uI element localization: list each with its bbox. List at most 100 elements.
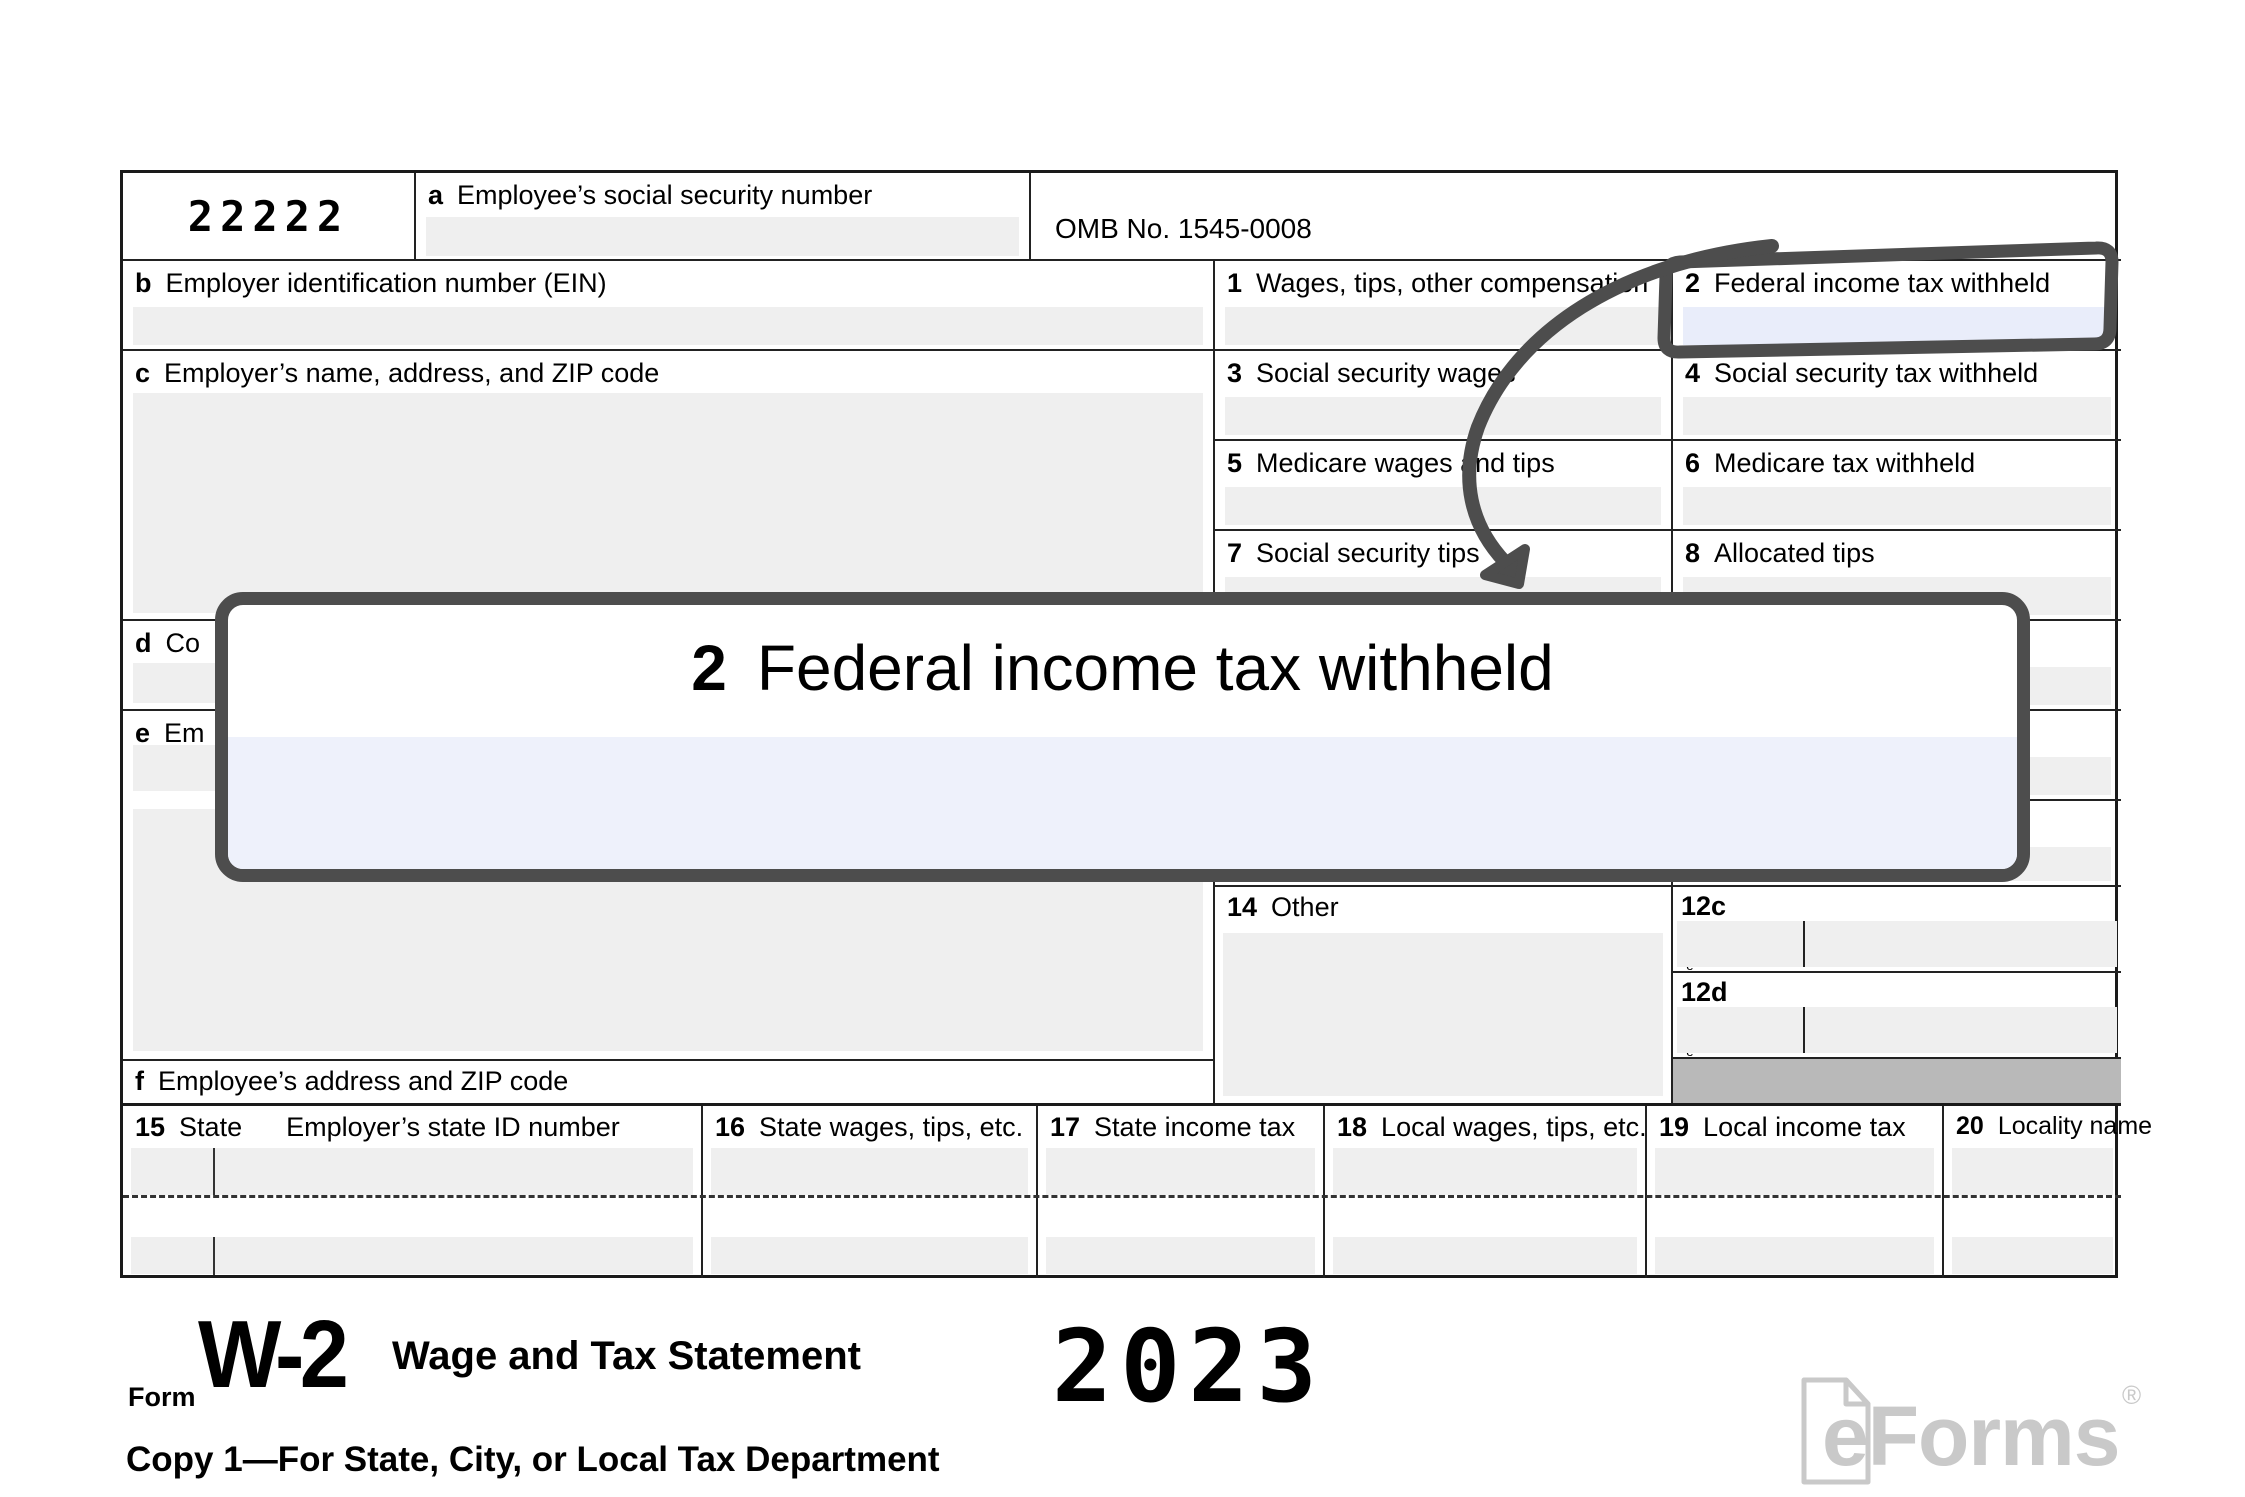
- tax-year: 2023: [1052, 1308, 1325, 1425]
- box-14-number: 14: [1227, 892, 1258, 922]
- box-b-label: Employer identification number (EIN): [165, 268, 607, 298]
- box-12d-value-field[interactable]: [1677, 1007, 2117, 1053]
- box-12d-code-divider: [1803, 1007, 1805, 1053]
- box-15-field-row2[interactable]: [131, 1237, 693, 1274]
- box-3-value-field[interactable]: [1225, 397, 1661, 435]
- box-16-field-row1[interactable]: [711, 1148, 1028, 1195]
- box-c-value-field[interactable]: [133, 393, 1203, 613]
- box-19-field-row1[interactable]: [1655, 1148, 1934, 1195]
- box-3-number: 3: [1227, 358, 1243, 388]
- box-20-field-row1[interactable]: [1952, 1148, 2113, 1195]
- box-4-label: Social security tax withheld: [1714, 358, 2039, 388]
- box-17-field-row1[interactable]: [1046, 1148, 1315, 1195]
- box-15-field-row1[interactable]: [131, 1148, 693, 1195]
- box-7-label: Social security tips: [1256, 538, 1480, 568]
- box-c-letter: c: [135, 358, 151, 388]
- box-f-label: Employee’s address and ZIP code: [158, 1066, 569, 1096]
- box-14-label: Other: [1271, 892, 1339, 922]
- box-6-number: 6: [1685, 448, 1701, 478]
- control-number-box: 22222: [123, 173, 416, 261]
- box-12d-number: 12d: [1681, 977, 1728, 1007]
- box-b-letter: b: [135, 268, 152, 298]
- box-16-field-row2[interactable]: [711, 1237, 1028, 1274]
- box-5-number: 5: [1227, 448, 1243, 478]
- registered-mark: ®: [2122, 1380, 2142, 1410]
- box-19-label: Local income tax: [1703, 1112, 1906, 1142]
- box-17: 17 State income tax: [1038, 1106, 1325, 1278]
- callout-text: 2 Federal income tax withheld: [228, 631, 2017, 705]
- box-20-field-row2[interactable]: [1952, 1237, 2113, 1274]
- box-2-value-field[interactable]: [1683, 307, 2111, 345]
- box-b: b Employer identification number (EIN): [123, 261, 1215, 351]
- box-f: f Employee’s address and ZIP code: [123, 1061, 1215, 1106]
- box-19: 19 Local income tax: [1647, 1106, 1944, 1278]
- box-12c-number: 12c: [1681, 891, 1727, 921]
- box-d-letter: d: [135, 628, 152, 658]
- box-c-label: Employer’s name, address, and ZIP code: [164, 358, 660, 388]
- omb-cell: OMB No. 1545-0008: [1031, 173, 2121, 261]
- box-16: 16 State wages, tips, etc.: [703, 1106, 1038, 1278]
- control-number: 22222: [187, 191, 350, 241]
- box-20-label: Locality name: [1997, 1112, 2153, 1140]
- box-19-number: 19: [1659, 1112, 1690, 1142]
- box-16-label: State wages, tips, etc.: [759, 1112, 1024, 1142]
- dashed-row-divider: [123, 1195, 2121, 1198]
- eforms-document-icon: [1801, 1377, 1871, 1485]
- box-12d: 12d Code: [1673, 973, 2121, 1059]
- box-20: 20 Locality name: [1944, 1106, 2152, 1278]
- box-17-field-row2[interactable]: [1046, 1237, 1315, 1274]
- box-18-number: 18: [1337, 1112, 1368, 1142]
- box-12c: 12c Code: [1673, 887, 2121, 973]
- box-2-callout: 2 Federal income tax withheld: [215, 592, 2030, 882]
- box-6: 6 Medicare tax withheld: [1673, 441, 2121, 531]
- callout-box-number: 2: [691, 632, 727, 704]
- callout-value-band: [228, 737, 2017, 869]
- box-1-value-field[interactable]: [1225, 307, 1661, 345]
- box-19-field-row2[interactable]: [1655, 1237, 1934, 1274]
- box-8-number: 8: [1685, 538, 1701, 568]
- box-1: 1 Wages, tips, other compensation: [1215, 261, 1673, 351]
- box-a-letter: a: [428, 180, 444, 210]
- section-divider: [123, 1103, 2121, 1106]
- box-4-value-field[interactable]: [1683, 397, 2111, 435]
- box-e-letter: e: [135, 718, 151, 748]
- copy-line: Copy 1—For State, City, or Local Tax Dep…: [126, 1440, 940, 1479]
- form-word: Form: [128, 1382, 196, 1412]
- box-15-label: State: [179, 1112, 243, 1142]
- box-6-label: Medicare tax withheld: [1714, 448, 1976, 478]
- box-5-value-field[interactable]: [1225, 487, 1661, 525]
- box-4-number: 4: [1685, 358, 1701, 388]
- box-4: 4 Social security tax withheld: [1673, 351, 2121, 441]
- box-15-number: 15: [135, 1112, 166, 1142]
- box-a-value-field[interactable]: [426, 217, 1019, 256]
- shaded-bar: [1673, 1059, 2121, 1103]
- box-15: 15 State Employer’s state ID number: [123, 1106, 703, 1278]
- box-14: 14 Other: [1215, 887, 1673, 1106]
- box-17-label: State income tax: [1094, 1112, 1296, 1142]
- box-6-value-field[interactable]: [1683, 487, 2111, 525]
- box-14-value-field[interactable]: [1223, 933, 1663, 1096]
- box-18: 18 Local wages, tips, etc.: [1325, 1106, 1647, 1278]
- box-5: 5 Medicare wages and tips: [1215, 441, 1673, 531]
- box-1-label: Wages, tips, other compensation: [1256, 268, 1649, 298]
- box-d-label: Co: [165, 628, 201, 658]
- box-15-label2: Employer’s state ID number: [286, 1112, 620, 1142]
- box-7-number: 7: [1227, 538, 1243, 568]
- box-f-letter: f: [135, 1066, 144, 1096]
- box-16-number: 16: [715, 1112, 746, 1142]
- eforms-logo-text: eForms: [1822, 1389, 2120, 1483]
- box-12c-value-field[interactable]: [1677, 921, 2117, 967]
- box-18-field-row1[interactable]: [1333, 1148, 1637, 1195]
- box-b-value-field[interactable]: [133, 307, 1203, 345]
- box-20-number: 20: [1956, 1112, 1984, 1140]
- box-1-number: 1: [1227, 268, 1243, 298]
- box-a-label: Employee’s social security number: [457, 180, 873, 210]
- box-18-field-row2[interactable]: [1333, 1237, 1637, 1274]
- box-18-label: Local wages, tips, etc.: [1381, 1112, 1647, 1142]
- state-subdivider-bottom: [213, 1237, 215, 1275]
- box-2-label: Federal income tax withheld: [1714, 268, 2051, 298]
- state-subdivider-top: [213, 1148, 215, 1195]
- form-title: Wage and Tax Statement: [392, 1334, 861, 1378]
- box-17-number: 17: [1050, 1112, 1081, 1142]
